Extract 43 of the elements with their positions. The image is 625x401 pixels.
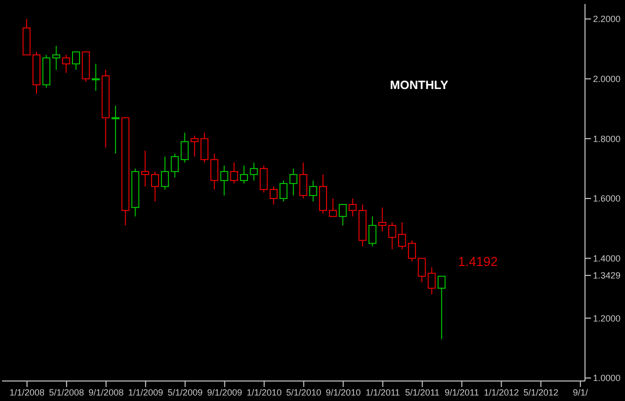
x-tick-label: 9/1/2010	[326, 387, 361, 398]
candlestick	[190, 135, 199, 158]
candlestick	[72, 51, 80, 70]
candlestick	[160, 156, 169, 190]
candlestick	[368, 216, 376, 247]
x-tick-label: 1/1/2008	[10, 387, 45, 398]
x-tick-label: 9/1/2009	[207, 387, 242, 398]
candlestick	[289, 168, 298, 196]
x-tick-label: 5/1/2008	[49, 387, 84, 398]
x-tick-label: 5/1/2012	[523, 387, 558, 398]
x-tick-label: 9/1/2008	[88, 387, 124, 398]
annotation: MONTHLY	[390, 78, 448, 92]
candlestick	[151, 171, 160, 202]
y-tick-label: 1.3429	[593, 270, 621, 281]
candlestick	[280, 180, 288, 202]
x-tick-label: 9/1/2011	[444, 387, 479, 398]
x-tick-label: 5/1/2010	[286, 387, 322, 398]
y-tick-label: 1.2000	[593, 313, 621, 324]
candlestick	[62, 54, 70, 74]
candlestick	[398, 222, 406, 250]
x-tick-label: 1/1/2010	[246, 387, 282, 398]
y-tick-label: 2.2000	[593, 14, 621, 24]
candlestick	[230, 162, 238, 184]
x-tick-label: 5/1/2009	[168, 387, 203, 398]
candlestick	[270, 186, 278, 205]
x-tick-label: 5/1/2011	[405, 387, 440, 398]
x-tick-label: 1/1/2009	[128, 387, 164, 398]
candlestick	[319, 174, 328, 214]
y-tick-label: 1.8000	[593, 134, 621, 144]
x-tick-label: 1/1/2011	[366, 387, 400, 398]
candlestick	[438, 276, 446, 340]
y-tick-label: 1.4000	[593, 254, 621, 264]
candlestick	[408, 240, 416, 262]
y-tick-label: 1.0000	[593, 373, 621, 384]
x-tick-label: 1/1/2012	[484, 387, 519, 398]
candlestick	[200, 132, 208, 164]
y-tick-label: 1.6000	[593, 194, 621, 204]
candlestick	[240, 165, 248, 184]
candlestick	[328, 198, 337, 217]
y-tick-label: 2.0000	[593, 74, 621, 84]
candlestick	[112, 105, 120, 154]
x-tick-label: 9/1/	[572, 387, 588, 398]
annotation: 1.4192	[458, 254, 498, 269]
